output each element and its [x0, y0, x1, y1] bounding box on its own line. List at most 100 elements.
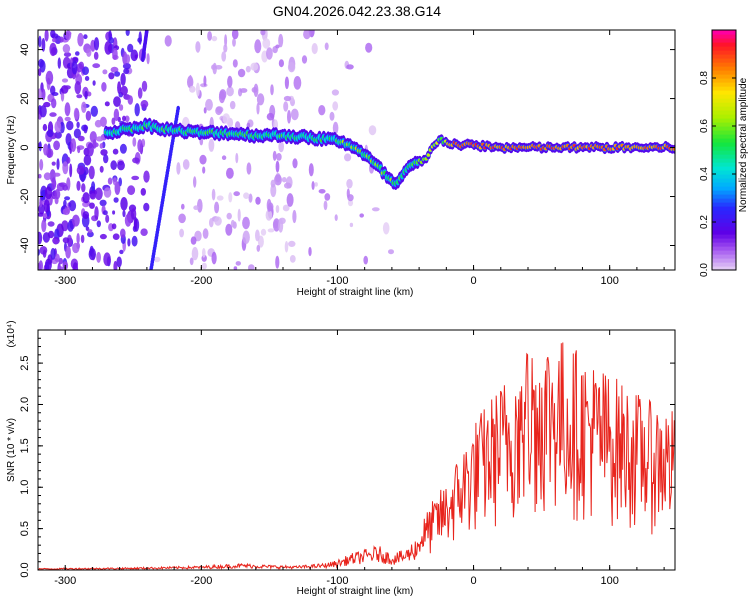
heatmap-noise-cell [62, 161, 69, 175]
snr-y-axis-label: SNR (10 * v/v) [6, 418, 17, 482]
heatmap-noise-cell [38, 141, 42, 152]
colorbar-segment [712, 230, 736, 235]
heatmap-noise-cell [39, 159, 44, 171]
snr-x-tick-label: -200 [190, 575, 212, 587]
colorbar-segment [712, 178, 736, 183]
heatmap-x-axis-label: Height of straight line (km) [297, 287, 414, 298]
colorbar-segment [712, 42, 736, 47]
heatmap-noise-cell [347, 194, 354, 202]
heatmap-noise-cell [82, 192, 90, 204]
colorbar-segment [712, 226, 736, 231]
heatmap-noise-cell [77, 32, 84, 47]
heatmap-noise-cell [124, 214, 132, 227]
colorbar-segment [712, 266, 736, 271]
heatmap-noise-cell [89, 131, 97, 143]
colorbar-segment [712, 154, 736, 159]
heatmap-x-tick-label: -200 [190, 275, 212, 287]
colorbar-segment [712, 174, 736, 179]
heatmap-noise-cell [103, 187, 112, 198]
heatmap-noise-cell [308, 246, 312, 257]
heatmap-noise-cell [176, 162, 181, 175]
colorbar-label: Normalized spectral amplitude [738, 77, 749, 212]
heatmap-noise-cell [76, 233, 80, 245]
heatmap-noise-cell [123, 68, 130, 75]
heatmap-noise-cell [195, 41, 201, 53]
heatmap-noise-cell [42, 249, 47, 258]
heatmap-noise-cell [119, 249, 124, 255]
heatmap-noise-cell [193, 205, 199, 210]
heatmap-noise-cell [72, 214, 80, 227]
heatmap-noise-cell [86, 48, 92, 57]
heatmap-noise-cell [39, 105, 47, 118]
heatmap-noise-cell [122, 115, 126, 122]
heatmap-noise-cell [73, 128, 81, 139]
heatmap-ridge-core [672, 147, 675, 151]
snr-frame [37, 329, 676, 571]
heatmap-noise-cell [77, 146, 81, 154]
heatmap-noise-cell [190, 236, 197, 245]
heatmap-noise-cell [284, 182, 292, 189]
colorbar-segment [712, 74, 736, 79]
heatmap-noise-cell [53, 238, 59, 245]
heatmap-noise-cell [273, 220, 278, 229]
heatmap-noise-cell [132, 137, 137, 147]
heatmap-noise-cell [42, 213, 48, 219]
heatmap-y-tick-label: 0 [19, 144, 31, 150]
heatmap-noise-cell [43, 101, 51, 108]
snr-y-tick-label: 2.0 [19, 397, 31, 412]
heatmap-noise-cell [50, 30, 56, 38]
heatmap-noise-cell [111, 117, 116, 125]
heatmap-noise-cell [81, 183, 86, 193]
heatmap-noise-cell [53, 140, 60, 151]
colorbar-segment [712, 254, 736, 259]
heatmap-noise-cell [153, 256, 161, 263]
colorbar-tick-label: 0.0 [699, 263, 710, 277]
colorbar-tick-label: 0.4 [699, 167, 710, 181]
colorbar-segment [712, 106, 736, 111]
colorbar-segment [712, 70, 736, 75]
heatmap-noise-cell [58, 182, 67, 187]
heatmap-noise-cell [233, 191, 240, 197]
heatmap-noise-cell [344, 153, 352, 162]
heatmap-noise-cell [274, 174, 282, 186]
heatmap-noise-cell [38, 58, 44, 68]
heatmap-noise-cell [188, 74, 193, 89]
heatmap-noise-cell [202, 166, 206, 174]
heatmap-noise-cell [140, 188, 146, 196]
heatmap-noise-cell [131, 235, 138, 247]
heatmap-noise-cell [311, 181, 315, 190]
colorbar-segment [712, 94, 736, 99]
heatmap-noise-cell [127, 95, 133, 105]
heatmap-noise-cell [276, 153, 282, 161]
heatmap-noise-cell [99, 143, 104, 149]
heatmap-noise-cell [143, 170, 150, 183]
heatmap-noise-cell [56, 158, 60, 170]
snr-line [38, 342, 675, 570]
heatmap-noise-cell [54, 189, 61, 200]
snr-scale-label: (x10⁴) [6, 320, 17, 347]
heatmap-noise-cell [96, 251, 101, 263]
heatmap-noise-cell [270, 183, 277, 198]
heatmap-noise-cell [127, 238, 131, 247]
heatmap-noise-cell [114, 71, 121, 77]
heatmap-noise-cell [81, 101, 87, 114]
heatmap-noise-cell [45, 261, 50, 270]
heatmap-noise-cell [239, 88, 248, 93]
heatmap-noise-cell [208, 138, 215, 152]
heatmap-noise-cell [371, 207, 380, 212]
heatmap-noise-cell [80, 234, 85, 244]
heatmap-noise-cell [363, 255, 369, 265]
heatmap-noise-cell [94, 119, 102, 128]
heatmap-noise-cell [100, 149, 108, 156]
heatmap-noise-cell [51, 161, 56, 166]
heatmap-noise-cell [57, 57, 61, 69]
heatmap-noise-cell [94, 187, 103, 201]
snr-y-axis: 0.0 0.5 1.0 1.5 2.0 2.5 SNR (10 * v/v) (x10⁴) [6, 320, 675, 578]
snr-x-axis: -300 -200 -100 0 100 Height of straight line … [54, 330, 665, 597]
heatmap-noise-cell [119, 143, 127, 154]
heatmap-noise-cell [112, 233, 120, 240]
heatmap-noise-cell [255, 229, 260, 242]
colorbar-segment [712, 206, 736, 211]
colorbar-segment [712, 50, 736, 55]
